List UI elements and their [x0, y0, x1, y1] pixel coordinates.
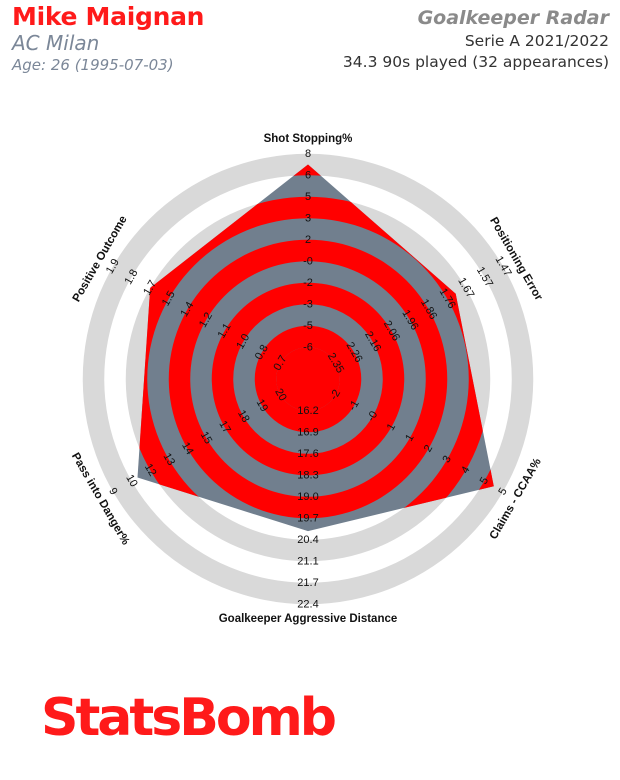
tick-label: -5 [303, 320, 313, 332]
player-age: Age: 26 (1995-07-03) [12, 56, 174, 74]
tick-label: 9 [106, 486, 119, 497]
tick-label: 5 [496, 486, 509, 497]
statsbomb-logo: StatsBomb [41, 688, 337, 748]
axis-label: Shot Stopping% [264, 133, 353, 145]
tick-label: 15 [198, 430, 215, 447]
tick-label: 17 [216, 419, 233, 436]
tick-label: 2 [422, 443, 435, 454]
tick-label: 22.4 [297, 598, 318, 610]
tick-label: 2 [305, 234, 311, 246]
tick-label: 5 [478, 475, 491, 486]
value-band [254, 325, 362, 433]
tick-label: 19.7 [297, 512, 318, 524]
tick-label: 5 [305, 191, 311, 203]
radar-title: Goalkeeper Radar [417, 7, 609, 29]
tick-label: 1 [403, 432, 416, 443]
tick-label: 14 [179, 440, 196, 457]
tick-label: 10 [123, 473, 140, 490]
tick-label: 1 [385, 421, 398, 432]
tick-label: 16.2 [297, 405, 318, 417]
tick-label: -0 [303, 255, 313, 267]
minutes-played: 34.3 90s played (32 appearances) [342, 53, 609, 71]
player-header: Mike Maignan AC Milan Age: 26 (1995-07-0… [12, 2, 204, 75]
tick-label: 16.9 [297, 426, 318, 438]
tick-label: 6 [305, 169, 311, 181]
tick-label: 21.7 [297, 577, 318, 589]
tick-label: 13 [161, 451, 178, 468]
tick-label: 8 [305, 148, 311, 160]
axis-label: Goalkeeper Aggressive Distance [219, 613, 398, 625]
tick-label: -3 [303, 298, 313, 310]
tick-label: 19.0 [297, 491, 318, 503]
tick-label: 21.1 [297, 555, 318, 567]
value-band [276, 347, 340, 411]
logo-text: StatsBomb [41, 688, 337, 748]
tick-label: 18.3 [297, 469, 318, 481]
team-name: AC Milan [12, 31, 100, 55]
tick-label: 3 [305, 212, 311, 224]
tick-label: -6 [303, 341, 313, 353]
player-name: Mike Maignan [12, 2, 205, 31]
tick-label: 18 [235, 408, 252, 425]
tick-label: 4 [459, 464, 472, 475]
tick-label: 12 [142, 462, 159, 479]
competition-label: Serie A 2021/2022 [464, 32, 609, 50]
radar-value-bands [137, 164, 494, 532]
tick-label: 20.4 [297, 534, 318, 546]
tick-label: 19 [254, 397, 271, 414]
tick-label: -2 [303, 277, 313, 289]
tick-label: 3 [440, 454, 453, 465]
tick-label: 17.6 [297, 448, 318, 460]
tick-label: 20 [272, 387, 289, 404]
radar-header: Goalkeeper Radar Serie A 2021/2022 34.3 … [343, 5, 609, 73]
